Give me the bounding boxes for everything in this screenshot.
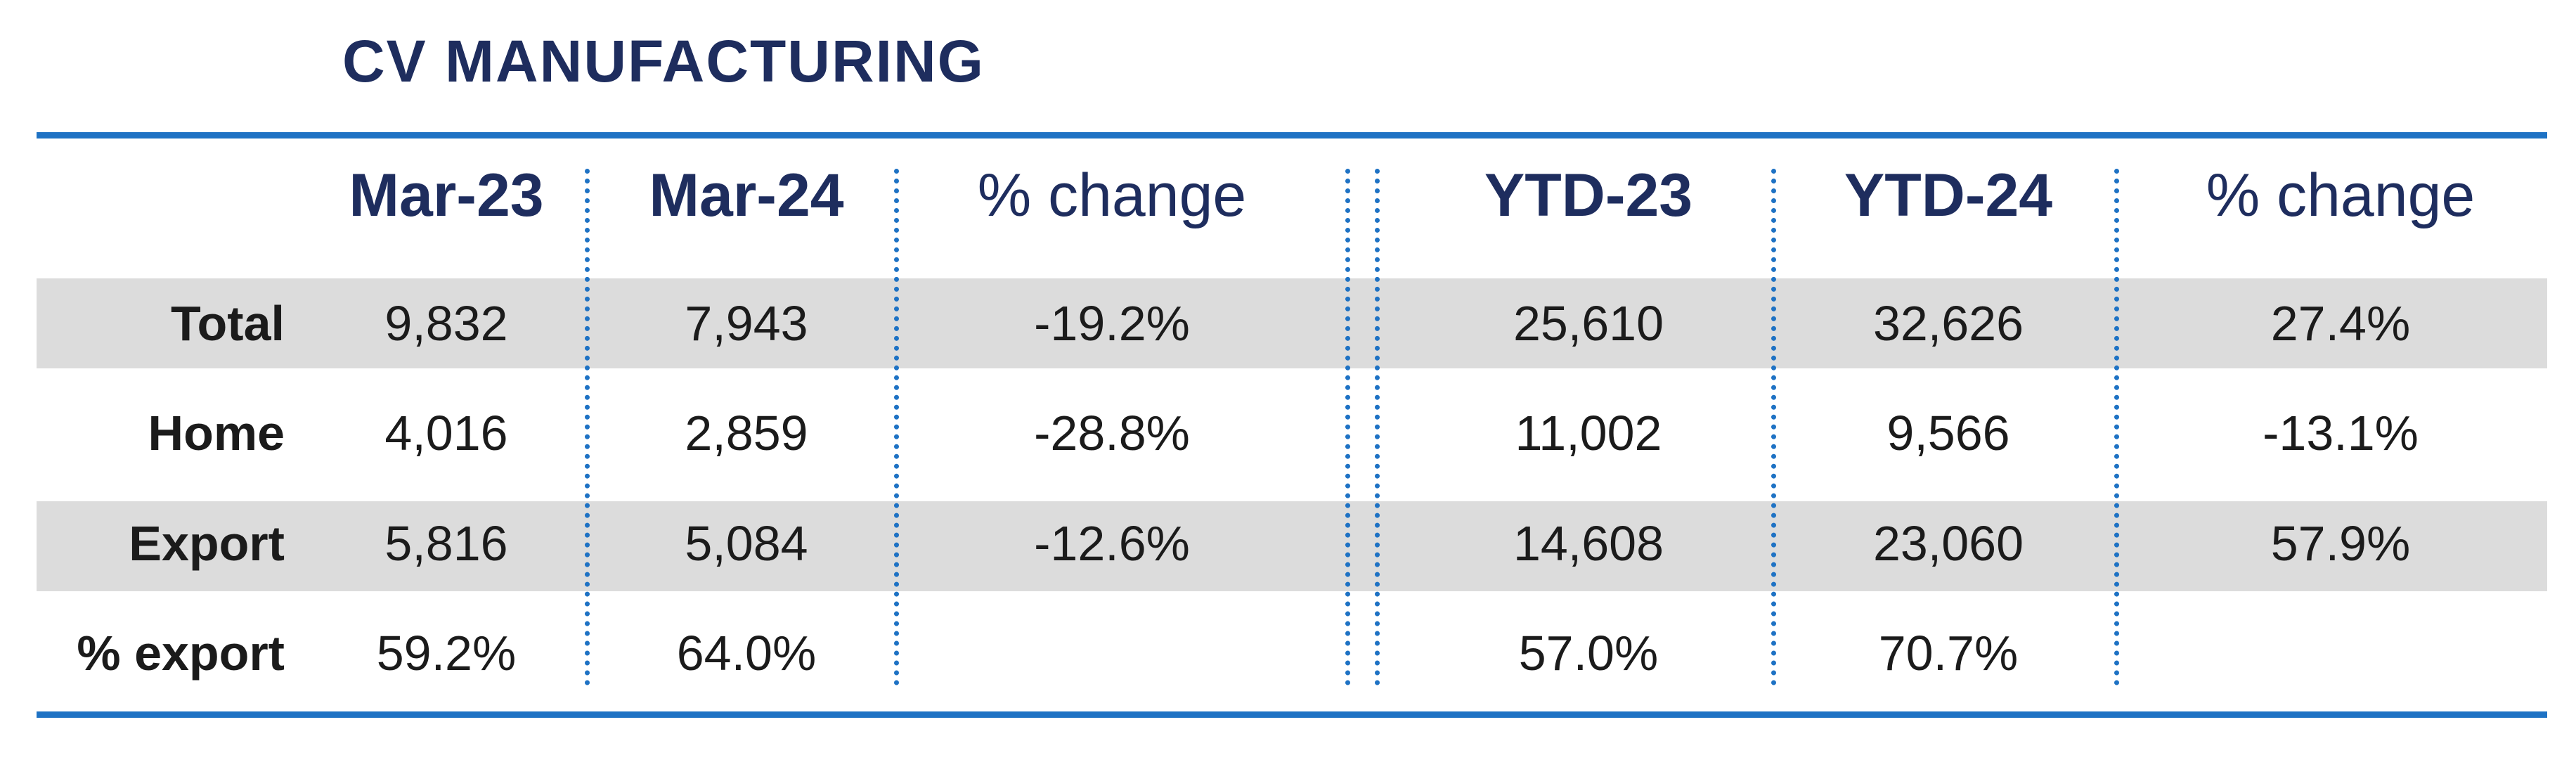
column-header: YTD-23 (1484, 161, 1693, 229)
row-label: Home (148, 406, 285, 460)
group-divider-right (1375, 169, 1380, 685)
column-header: % change (977, 161, 1247, 229)
column-header: % change (2206, 161, 2475, 229)
column-divider (1771, 169, 1776, 685)
table-cell: -19.2% (1034, 296, 1190, 351)
table-cell: 57.0% (1518, 626, 1659, 681)
table-cell: 59.2% (376, 626, 517, 681)
row-band-export (37, 501, 2547, 591)
table-cell: 14,608 (1513, 516, 1664, 571)
table-cell: 2,859 (685, 406, 808, 460)
table-cell: 32,626 (1872, 296, 2024, 351)
table-cell: 25,610 (1513, 296, 1664, 351)
row-band-total (37, 278, 2547, 368)
row-label: % export (77, 626, 285, 681)
column-header: YTD-24 (1844, 161, 2053, 229)
table-cell: -13.1% (2263, 406, 2419, 460)
table-cell: 9,566 (1886, 406, 2010, 460)
row-label: Export (129, 516, 285, 571)
chart-title: CV MANUFACTURING (342, 28, 985, 94)
table-cell: 70.7% (1878, 626, 2019, 681)
table-cell (2144, 611, 2537, 695)
table-cell: -12.6% (1034, 516, 1190, 571)
table-cell: 5,084 (685, 516, 808, 571)
table-cell: 64.0% (676, 626, 817, 681)
group-divider-left (1345, 169, 1350, 685)
row-label: Total (170, 296, 285, 351)
bottom-rule (37, 711, 2547, 718)
table-cell: 7,943 (685, 296, 808, 351)
column-divider (2114, 169, 2119, 685)
column-header: Mar-23 (349, 161, 544, 229)
column-divider (894, 169, 899, 685)
table-cell: 9,832 (384, 296, 508, 351)
table-cell: 4,016 (384, 406, 508, 460)
table-cell: 23,060 (1872, 516, 2024, 571)
top-rule (37, 132, 2547, 138)
table-cell: 11,002 (1515, 406, 1662, 460)
table-cell: 5,816 (384, 516, 508, 571)
column-header: Mar-24 (649, 161, 844, 229)
table-cell: 57.9% (2270, 516, 2411, 571)
column-divider (585, 169, 590, 685)
table-cell: -28.8% (1034, 406, 1190, 460)
table-cell: 27.4% (2270, 296, 2411, 351)
table-cell (915, 611, 1309, 695)
